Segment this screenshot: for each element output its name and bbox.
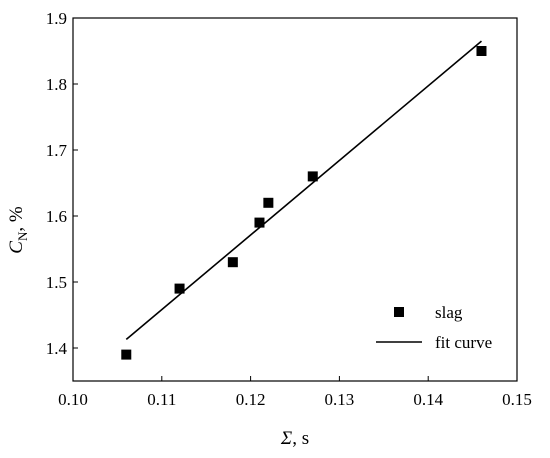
x-axis-unit: , s bbox=[292, 428, 309, 449]
data-point bbox=[254, 217, 265, 228]
data-point bbox=[307, 171, 318, 182]
legend-label-slag: slag bbox=[435, 303, 463, 322]
data-point bbox=[174, 283, 185, 294]
plot-area-border bbox=[72, 17, 518, 382]
x-axis-symbol: Σ bbox=[280, 428, 292, 449]
fit-curve-layer bbox=[125, 40, 482, 341]
y-axis-symbol: C bbox=[6, 241, 27, 254]
x-tick-label: 0.15 bbox=[502, 390, 532, 409]
y-tick-label: 1.6 bbox=[46, 207, 67, 226]
data-point bbox=[227, 257, 238, 268]
fit-curve-line bbox=[125, 40, 482, 341]
legend: slag fit curve bbox=[376, 303, 492, 352]
y-tick-label: 1.4 bbox=[46, 339, 68, 358]
data-point bbox=[121, 349, 132, 360]
x-tick-label: 0.11 bbox=[147, 390, 176, 409]
y-tick-label: 1.5 bbox=[46, 273, 67, 292]
plot-frame bbox=[72, 17, 518, 382]
y-axis: 1.4 1.5 1.6 1.7 1.8 1.9 bbox=[46, 9, 78, 358]
data-point bbox=[476, 46, 487, 56]
legend-square-marker bbox=[394, 307, 404, 317]
y-axis-unit: , % bbox=[6, 206, 27, 232]
x-tick-label: 0.13 bbox=[325, 390, 355, 409]
x-tick-label: 0.10 bbox=[58, 390, 88, 409]
x-tick-label: 0.12 bbox=[236, 390, 266, 409]
data-points-layer bbox=[121, 46, 487, 360]
legend-label-fit-curve: fit curve bbox=[435, 333, 492, 352]
y-tick-label: 1.8 bbox=[46, 75, 67, 94]
data-point bbox=[263, 197, 274, 208]
y-tick-label: 1.7 bbox=[46, 141, 68, 160]
y-axis-title: CN, % bbox=[6, 206, 30, 254]
y-tick-label: 1.9 bbox=[46, 9, 67, 28]
x-tick-label: 0.14 bbox=[413, 390, 443, 409]
y-axis-subscript: N bbox=[15, 231, 30, 241]
x-axis: 0.10 0.11 0.12 0.13 0.14 0.15 bbox=[58, 376, 532, 409]
x-axis-title: Σ, s bbox=[280, 428, 309, 449]
